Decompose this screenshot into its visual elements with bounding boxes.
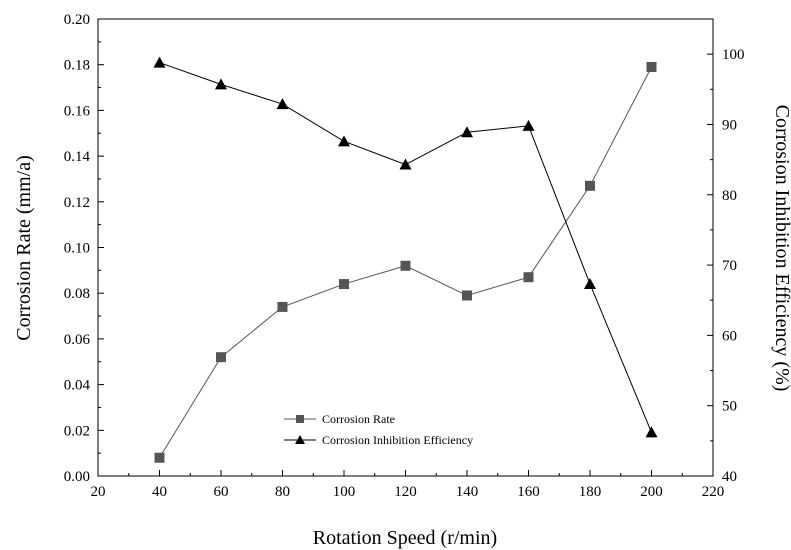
corrosion-rate-point — [400, 260, 411, 271]
x-tick-label: 160 — [517, 484, 540, 500]
y-tick-label: 0.20 — [64, 12, 90, 28]
inhibition-efficiency-point — [215, 78, 227, 90]
inhibition-efficiency-point — [153, 56, 166, 68]
y-axis-title: Corrosion Rate (mm/a) — [13, 155, 35, 341]
y-tick-label: 0.12 — [64, 195, 90, 211]
y-axis-right: 40 50 60 70 80 90 100 — [707, 18, 745, 485]
legend-triangle-marker — [295, 435, 305, 444]
y2-tick-label: 70 — [722, 258, 737, 274]
legend: Corrosion Rate Corrosion Inhibition Effi… — [284, 412, 473, 447]
x-tick-label: 40 — [152, 484, 167, 500]
y-tick-label: 0.14 — [64, 149, 91, 165]
y2-tick-label: 50 — [722, 399, 737, 415]
corrosion-rate-point — [216, 352, 226, 363]
legend-square-marker — [296, 415, 304, 423]
y-tick-label: 0.10 — [64, 241, 90, 257]
y2-tick-label: 40 — [722, 469, 737, 485]
legend-label-corrosion-rate: Corrosion Rate — [322, 412, 395, 426]
inhibition-efficiency-point — [338, 135, 350, 147]
y-axis-left: 0.00 0.02 0.04 0.06 0.08 0.10 0.12 0.14 0.16 0.18… — [64, 12, 104, 485]
x-tick-label: 120 — [394, 484, 417, 500]
corrosion-rate-point — [646, 61, 657, 72]
y2-axis-title: Corrosion Inhibition Efficiency (%) — [771, 105, 791, 392]
y2-tick-label: 80 — [722, 188, 737, 204]
y-tick-label: 0.06 — [64, 332, 91, 348]
inhibition-efficiency-point — [399, 158, 412, 170]
inhibition-efficiency-point — [522, 119, 535, 131]
inhibition-efficiency-point — [461, 126, 473, 138]
x-tick-label: 60 — [214, 484, 229, 500]
x-tick-label: 100 — [333, 484, 356, 500]
x-tick-label: 220 — [702, 484, 725, 500]
y2-tick-label: 100 — [722, 47, 745, 63]
corrosion-rate-point — [523, 272, 534, 283]
x-tick-label: 80 — [275, 484, 290, 500]
inhibition-efficiency-point — [276, 98, 289, 110]
inhibition-efficiency-point — [645, 426, 658, 438]
corrosion-rate-point — [339, 279, 349, 290]
series-markers — [153, 56, 658, 463]
y-tick-label: 0.18 — [64, 58, 90, 74]
inhibition-efficiency-line — [159, 62, 652, 433]
corrosion-rate-point — [585, 180, 595, 191]
y-tick-label: 0.08 — [64, 286, 90, 302]
y-tick-label: 0.04 — [64, 378, 91, 394]
corrosion-rate-point — [277, 301, 288, 312]
series-lines — [159, 62, 652, 458]
y-tick-label: 0.16 — [64, 103, 91, 119]
y2-tick-label: 60 — [722, 328, 737, 344]
y2-tick-label: 90 — [722, 117, 737, 133]
x-tick-label: 200 — [640, 484, 663, 500]
legend-label-inhibition-efficiency: Corrosion Inhibition Efficiency — [322, 433, 473, 447]
x-axis: 20 40 60 80 100 120 140 160 180 200 220 — [91, 470, 725, 500]
corrosion-rate-point — [462, 290, 472, 301]
x-tick-label: 20 — [91, 484, 106, 500]
x-axis-title: Rotation Speed (r/min) — [313, 527, 497, 549]
x-tick-label: 180 — [579, 484, 602, 500]
inhibition-efficiency-point — [584, 278, 596, 290]
x-tick-label: 140 — [456, 484, 479, 500]
corrosion-rate-point — [154, 452, 165, 463]
y-tick-label: 0.02 — [64, 423, 90, 439]
y-tick-label: 0.00 — [64, 469, 90, 485]
